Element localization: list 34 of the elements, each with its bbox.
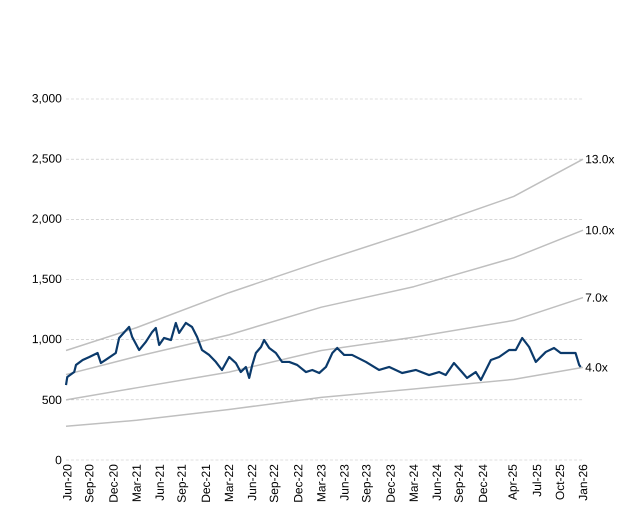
y-tick-label: 1,000 [32, 334, 62, 345]
y-tick-label: 3,000 [32, 94, 62, 104]
x-tick-label: Sep-21 [177, 464, 188, 502]
x-tick-label: Mar-23 [317, 464, 326, 502]
x-tick-label: Dec-22 [294, 464, 302, 502]
x-tick-label: Dec-21 [202, 464, 210, 502]
y-tick-label: 0 [56, 456, 62, 464]
x-tick-label: Jun-23 [340, 464, 349, 501]
series-label: 10.0x [586, 226, 614, 234]
x-tick-label: Dec-24 [478, 464, 488, 502]
x-tick-label: Jan-26 [578, 464, 588, 501]
x-tick-label: Jun-20 [63, 464, 72, 501]
series-label: 13.0x [586, 154, 614, 164]
y-tick-label: 2,000 [32, 214, 62, 224]
x-tick-label: Jun-22 [248, 464, 256, 501]
y-tick-label: 2,500 [32, 154, 62, 164]
x-tick-label: Apr-25 [508, 464, 520, 500]
y-tick-label: 1,500 [32, 274, 62, 284]
x-tick-label: Sep-23 [362, 464, 373, 502]
x-tick-label: Dec-23 [386, 464, 395, 502]
x-tick-label: Mar-22 [224, 464, 234, 502]
y-tick-label: 500 [42, 396, 62, 404]
x-tick-label: Sep-20 [84, 464, 96, 502]
x-tick-label: Mar-21 [132, 464, 141, 502]
x-tick-label: Mar-24 [409, 464, 418, 502]
x-tick-label: Jun-21 [155, 464, 164, 501]
x-tick-label: Dec-20 [109, 464, 118, 502]
x-tick-label: Oct-25 [556, 464, 564, 500]
x-tick-label: Jul-25 [532, 464, 542, 497]
x-tick-label: Jun-24 [432, 464, 441, 501]
series-label: 7.0x [586, 293, 608, 302]
series-label: 4.0x [585, 363, 608, 372]
x-tick-label: Sep-22 [270, 464, 281, 502]
x-tick-label: Sep-24 [454, 464, 466, 502]
